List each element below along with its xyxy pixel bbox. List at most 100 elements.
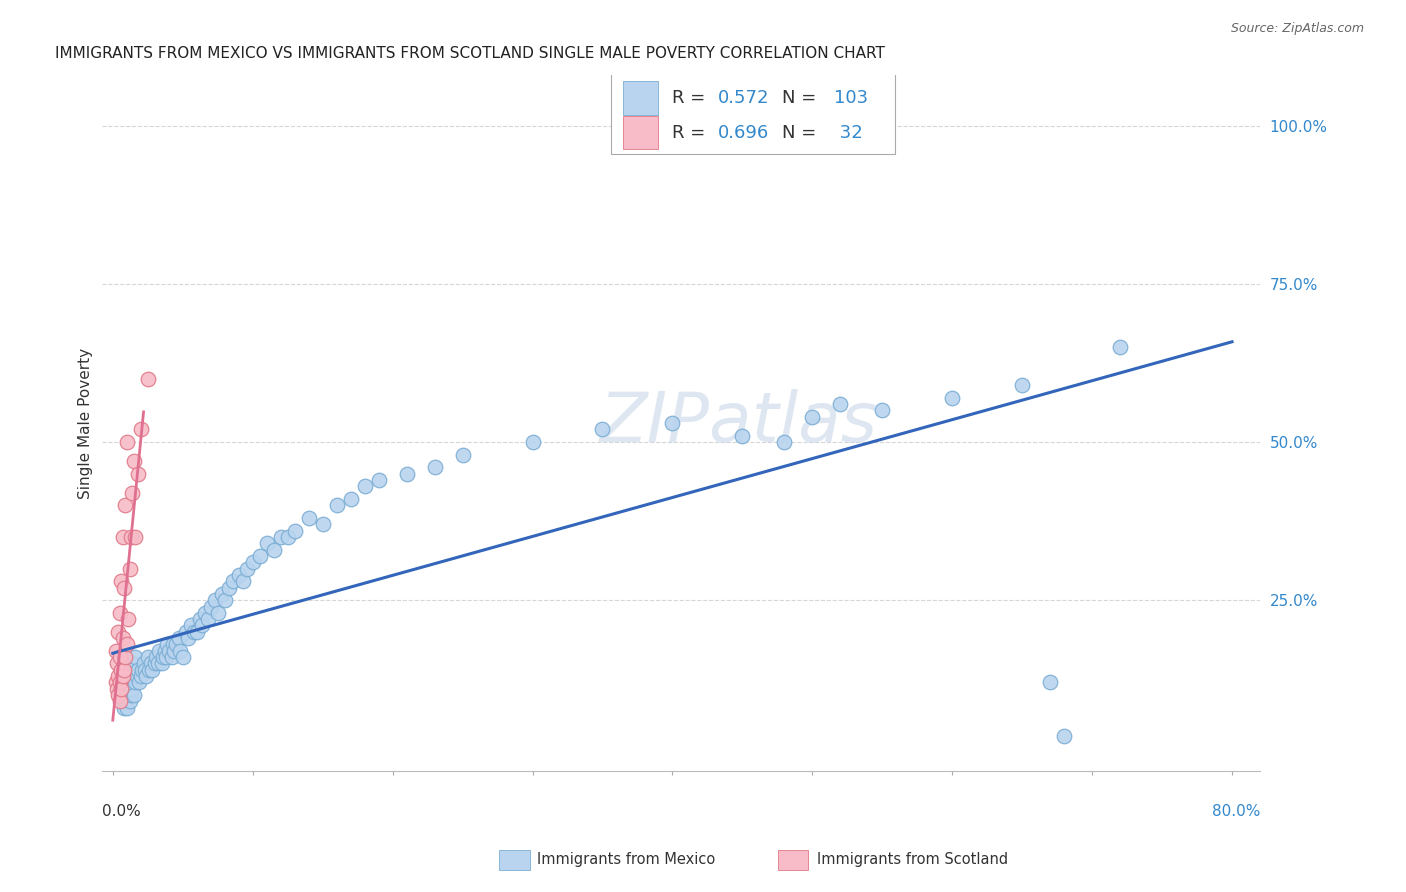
FancyBboxPatch shape [612,71,896,153]
Text: 80.0%: 80.0% [1212,805,1260,820]
Point [731,428,754,442]
Point [284,524,307,538]
Point [124,530,146,544]
Point [194,606,217,620]
Point [112,657,135,671]
Point [117,688,139,702]
Point [197,612,219,626]
Point [120,663,142,677]
Point [325,498,347,512]
Point [183,624,205,639]
Point [117,612,139,626]
Point [110,663,132,677]
Y-axis label: Single Male Poverty: Single Male Poverty [79,347,93,499]
Point [263,542,285,557]
Point [801,409,824,424]
Point [232,574,254,589]
Point [145,650,167,665]
Point [218,581,240,595]
Point [132,657,155,671]
Point [152,650,174,665]
Point [186,624,208,639]
Point [112,681,135,696]
Point [107,688,129,702]
Point [131,663,153,677]
Point [121,681,143,696]
Point [207,606,229,620]
FancyBboxPatch shape [623,81,658,114]
Point [1109,340,1132,354]
Point [129,422,152,436]
Text: Immigrants from Scotland: Immigrants from Scotland [817,853,1008,867]
Text: 103: 103 [834,89,868,107]
Point [112,581,135,595]
Point [148,644,170,658]
Point [773,434,796,449]
Point [112,700,135,714]
Point [104,675,127,690]
Point [172,650,194,665]
Point [270,530,292,544]
Point [135,669,157,683]
Point [277,530,299,544]
Point [111,669,134,683]
Text: R =: R = [672,89,710,107]
Point [204,593,226,607]
Point [830,397,852,411]
Text: N =: N = [782,89,821,107]
Point [522,434,544,449]
Text: 0.696: 0.696 [718,124,769,142]
Point [107,669,129,683]
Point [115,663,138,677]
Point [108,694,131,708]
Point [125,669,148,683]
Point [110,574,132,589]
Point [395,467,418,481]
Point [121,657,143,671]
Point [118,561,141,575]
Text: 32: 32 [834,124,862,142]
Point [1011,378,1033,392]
Point [941,391,963,405]
Text: IMMIGRANTS FROM MEXICO VS IMMIGRANTS FROM SCOTLAND SINGLE MALE POVERTY CORRELATI: IMMIGRANTS FROM MEXICO VS IMMIGRANTS FRO… [55,46,886,62]
Point [115,700,138,714]
Point [160,650,183,665]
Point [367,473,389,487]
Point [105,681,128,696]
Point [150,657,173,671]
Point [136,372,159,386]
Point [591,422,613,436]
Point [118,694,141,708]
Point [1039,675,1062,690]
Point [108,650,131,665]
Point [146,657,169,671]
Text: Source: ZipAtlas.com: Source: ZipAtlas.com [1230,22,1364,36]
Point [661,416,683,430]
Point [200,599,222,614]
Point [139,657,162,671]
Point [108,606,131,620]
Point [256,536,278,550]
Point [115,638,138,652]
Point [169,644,191,658]
Point [174,624,197,639]
Point [127,467,149,481]
Point [122,454,145,468]
Point [188,612,211,626]
Point [115,434,138,449]
Point [110,681,132,696]
Point [136,650,159,665]
Point [177,631,200,645]
Point [155,650,177,665]
Point [111,694,134,708]
Text: ZIPatlas: ZIPatlas [600,390,877,457]
Point [236,561,259,575]
Point [157,644,180,658]
Point [228,567,250,582]
Point [112,663,135,677]
Point [872,403,894,417]
Point [1053,729,1076,743]
Point [153,644,176,658]
Point [114,650,136,665]
Point [249,549,271,563]
